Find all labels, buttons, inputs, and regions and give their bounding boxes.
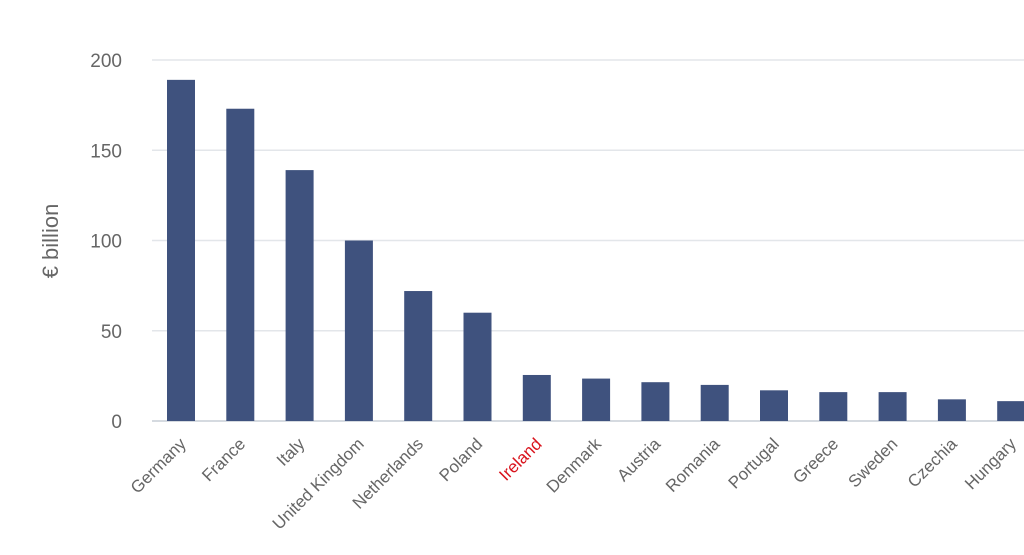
x-tick-label: Austria — [613, 434, 664, 485]
bar-portugal[interactable] — [760, 390, 788, 421]
x-tick-label: Sweden — [845, 434, 902, 491]
x-tick-label: Denmark — [543, 434, 606, 497]
x-tick-label: Portugal — [725, 434, 783, 492]
x-tick-label: Czechia — [904, 434, 961, 491]
x-tick-label: Germany — [127, 434, 190, 497]
bar-austria[interactable] — [641, 382, 670, 421]
bar-denmark[interactable] — [582, 378, 611, 421]
y-tick-label: 200 — [90, 51, 122, 72]
y-axis-ticks: 0 50 100 150 200 — [90, 51, 122, 433]
y-tick-label: 0 — [111, 412, 122, 433]
y-tick-label: 50 — [101, 322, 122, 343]
x-tick-label: Romania — [662, 434, 724, 496]
bar-poland[interactable] — [463, 312, 492, 421]
bars — [167, 79, 1024, 422]
y-tick-label: 100 — [90, 232, 122, 253]
bar-france[interactable] — [226, 108, 255, 422]
x-tick-label: Greece — [789, 434, 842, 487]
bar-united-kingdom[interactable] — [344, 240, 373, 422]
bar-germany[interactable] — [167, 79, 195, 421]
x-tick-label: Ireland — [495, 434, 545, 484]
bar-romania[interactable] — [700, 384, 729, 421]
bar-ireland[interactable] — [522, 374, 551, 421]
grid-lines — [152, 59, 1024, 422]
y-axis-label: € billion — [38, 204, 63, 279]
bar-italy[interactable] — [285, 170, 314, 421]
x-tick-label: France — [198, 434, 249, 485]
bar-sweden[interactable] — [878, 392, 907, 421]
x-tick-label: Italy — [273, 434, 309, 470]
bar-netherlands[interactable] — [404, 291, 433, 421]
bar-hungary[interactable] — [997, 401, 1024, 421]
bar-greece[interactable] — [819, 392, 848, 421]
bar-czechia[interactable] — [937, 399, 966, 421]
x-tick-label: Hungary — [961, 434, 1020, 493]
x-tick-label: Poland — [435, 434, 486, 485]
y-tick-label: 150 — [90, 141, 122, 162]
